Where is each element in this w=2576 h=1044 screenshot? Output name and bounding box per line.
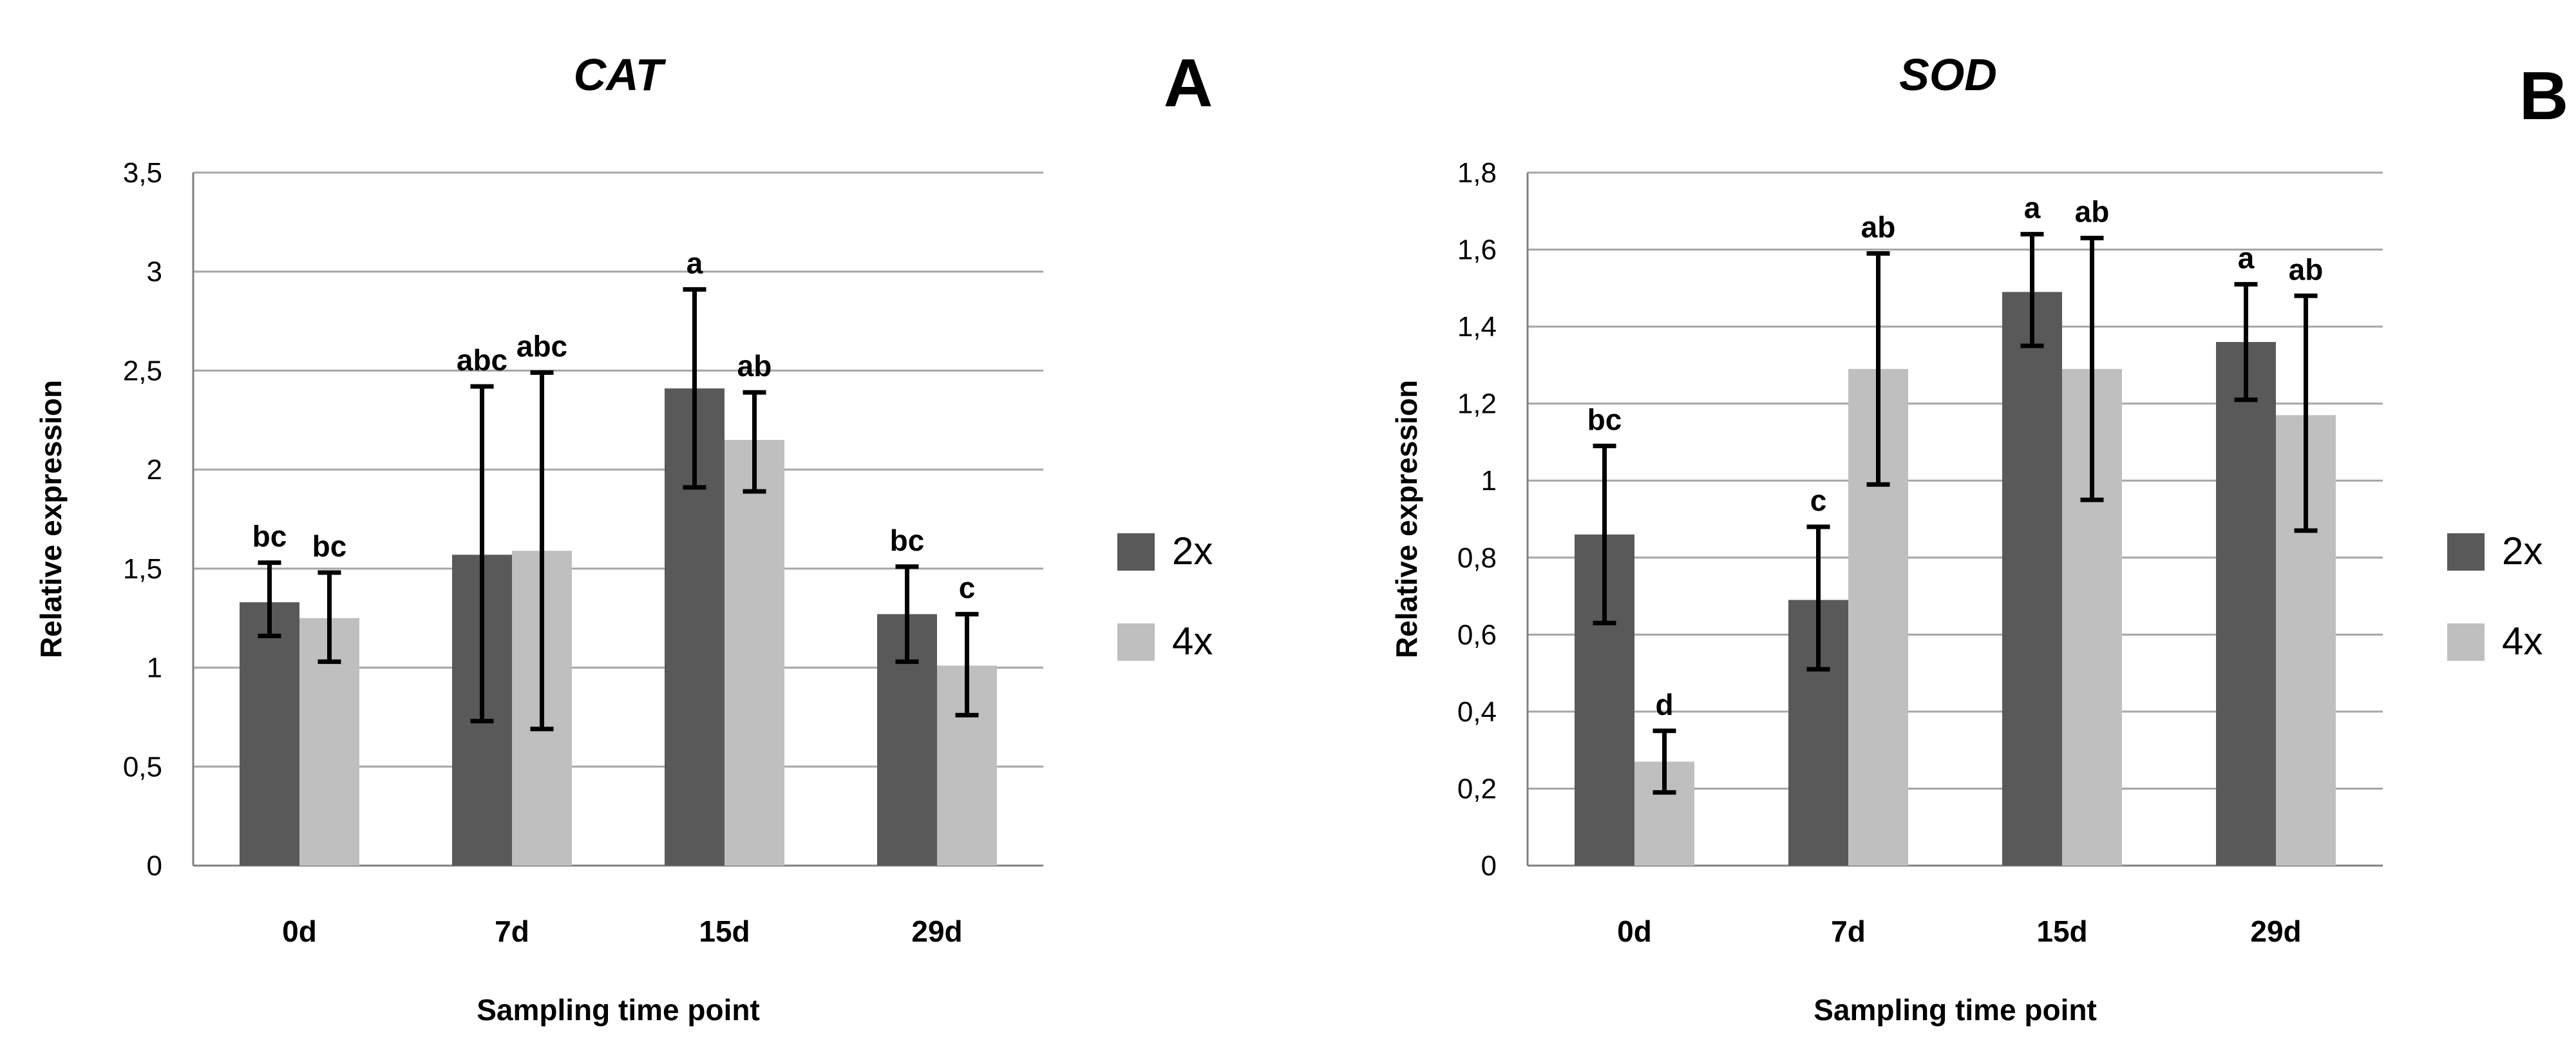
y-tick-label: 0,6 — [1457, 619, 1497, 650]
legend-label-4x: 4x — [1172, 620, 1213, 663]
x-tick-label: 29d — [2250, 915, 2301, 948]
x-tick-label: 7d — [495, 915, 529, 948]
significance-letter: a — [2024, 191, 2041, 225]
legend-swatch-2x — [2447, 533, 2485, 571]
y-tick-label: 0,4 — [1457, 696, 1497, 728]
x-tick-label: 15d — [2036, 915, 2087, 948]
x-tick-label: 7d — [1831, 915, 1866, 948]
significance-letter: abc — [516, 330, 567, 363]
legend-swatch-4x — [1117, 623, 1155, 661]
y-tick-label: 1,5 — [123, 553, 162, 585]
legend-label-2x: 2x — [1172, 529, 1213, 573]
significance-letter: bc — [312, 529, 347, 563]
y-tick-label: 1,6 — [1457, 234, 1497, 266]
significance-letter: bc — [1587, 403, 1622, 436]
y-tick-label: 3,5 — [123, 157, 162, 189]
y-tick-label: 2 — [147, 454, 162, 486]
y-tick-label: 3 — [147, 256, 162, 288]
y-tick-label: 1,2 — [1457, 388, 1497, 420]
y-tick-label: 1,8 — [1457, 157, 1497, 189]
panel-label: A — [1164, 45, 1213, 121]
y-tick-label: 2,5 — [123, 355, 162, 386]
significance-letter: a — [687, 246, 703, 280]
y-tick-label: 1 — [147, 652, 162, 684]
bar-2x-29d — [2216, 342, 2276, 866]
significance-letter: a — [2238, 241, 2255, 274]
legend-swatch-4x — [2447, 623, 2485, 661]
significance-letter: ab — [2289, 252, 2324, 286]
y-tick-label: 0,2 — [1457, 773, 1497, 804]
significance-letter: c — [959, 571, 976, 605]
y-tick-label: 0,5 — [123, 751, 162, 783]
x-tick-label: 29d — [911, 915, 962, 948]
x-tick-label: 0d — [282, 915, 317, 948]
chart-title: CAT — [574, 50, 667, 100]
significance-letter: c — [1810, 484, 1827, 517]
x-axis-title: Sampling time point — [1814, 993, 2097, 1027]
x-tick-label: 0d — [1617, 915, 1652, 948]
significance-letter: ab — [2075, 195, 2110, 229]
panel-label: B — [2519, 58, 2569, 134]
bar-4x-15d — [724, 440, 784, 866]
y-tick-label: 1 — [1481, 465, 1497, 497]
legend-label-4x: 4x — [2502, 620, 2543, 663]
legend-label-2x: 2x — [2502, 529, 2543, 573]
bar-2x-0d — [240, 602, 299, 866]
significance-letter: d — [1655, 688, 1673, 721]
x-axis-title: Sampling time point — [477, 993, 760, 1027]
y-axis-title: Relative expression — [1390, 380, 1423, 658]
y-axis-title: Relative expression — [34, 380, 68, 658]
significance-letter: ab — [1861, 211, 1896, 244]
x-tick-label: 15d — [699, 915, 750, 948]
y-tick-label: 0 — [1481, 850, 1497, 882]
significance-letter: abc — [457, 343, 507, 377]
chart-title: SOD — [1899, 50, 1997, 100]
y-tick-label: 1,4 — [1457, 311, 1497, 343]
legend-swatch-2x — [1117, 533, 1155, 571]
y-tick-label: 0 — [147, 850, 162, 882]
significance-letter: bc — [890, 524, 925, 557]
bar-2x-15d — [2002, 292, 2062, 866]
y-tick-label: 0,8 — [1457, 542, 1497, 574]
significance-letter: ab — [737, 349, 772, 383]
significance-letter: bc — [252, 520, 287, 553]
